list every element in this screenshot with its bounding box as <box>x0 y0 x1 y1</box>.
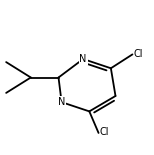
Text: Cl: Cl <box>99 127 109 137</box>
Text: Cl: Cl <box>133 49 143 59</box>
Text: N: N <box>58 97 65 107</box>
Text: N: N <box>79 54 87 64</box>
